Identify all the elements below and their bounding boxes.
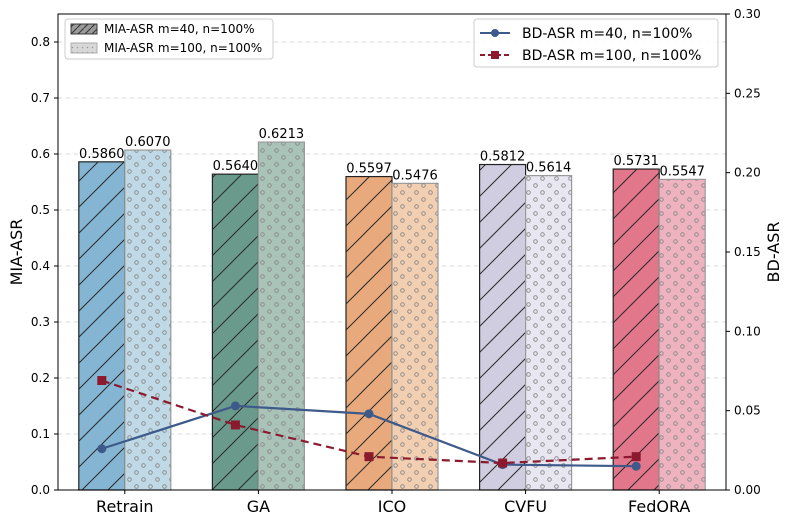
line-point-series-1 xyxy=(631,461,641,471)
y-tick-label: 0.8 xyxy=(31,35,50,49)
legend-label-line-2: BD-ASR m=100, n=100% xyxy=(522,48,701,64)
bar-value-label: 0.5597 xyxy=(346,162,392,177)
bar-series-2-dots xyxy=(258,142,305,490)
line-point-series-2 xyxy=(230,420,240,430)
legend-swatch-bar-2-dots xyxy=(70,42,98,54)
y-axis-left: 0.0 0.1 0.2 0.3 0.4 0.5 0.6 0.7 0.8 xyxy=(31,35,58,497)
legend-label-line-1: BD-ASR m=40, n=100% xyxy=(522,26,692,42)
y2-tick-label: 0.00 xyxy=(734,483,761,497)
line-point-series-1 xyxy=(97,444,107,454)
bar-series-2-dots xyxy=(392,183,438,490)
legend-lines: BD-ASR m=40, n=100% BD-ASR m=100, n=100% xyxy=(473,18,719,68)
y2-tick-label: 0.30 xyxy=(734,7,761,21)
line-point-series-2 xyxy=(631,452,641,462)
bar-value-label: 0.6070 xyxy=(125,135,171,150)
y2-tick-label: 0.20 xyxy=(734,166,761,180)
y-tick-label: 0.6 xyxy=(31,147,50,161)
x-tick-label: ICO xyxy=(378,497,406,516)
legend-bars: MIA-ASR m=40, n=100% MIA-ASR m=100, n=10… xyxy=(64,18,274,60)
y2-tick-label: 0.05 xyxy=(734,404,761,418)
bar-value-label: 0.5614 xyxy=(526,161,572,176)
legend-marker-line-2 xyxy=(491,51,499,59)
y-tick-label: 0.0 xyxy=(31,483,50,497)
x-tick-label: GA xyxy=(247,497,270,516)
y-tick-label: 0.3 xyxy=(31,315,50,329)
legend-marker-line-1 xyxy=(491,29,499,37)
bar-group xyxy=(78,141,706,491)
x-tick-label: CVFU xyxy=(504,497,547,516)
y-tick-label: 0.2 xyxy=(31,371,50,385)
bar-value-label: 0.5812 xyxy=(480,150,526,165)
bar-value-label: 0.5731 xyxy=(613,154,659,169)
line-point-series-1 xyxy=(230,401,240,411)
bar-value-label: 0.5640 xyxy=(213,159,259,174)
bar-value-label: 0.5860 xyxy=(79,147,125,162)
bar-series-1-hatch xyxy=(78,161,125,490)
line-series-group xyxy=(97,376,641,471)
legend-lines-frame xyxy=(473,18,719,68)
legend-swatch-bar-1-hatch xyxy=(70,23,98,35)
bar-value-label: 0.6213 xyxy=(259,127,305,142)
legend-label-bar-2: MIA-ASR m=100, n=100% xyxy=(104,41,262,55)
y2-tick-label: 0.10 xyxy=(734,324,761,338)
y2-tick-label: 0.25 xyxy=(734,86,761,100)
bar-series-1-hatch xyxy=(346,176,392,490)
y-tick-label: 0.4 xyxy=(31,259,50,273)
y-tick-label: 0.1 xyxy=(31,427,50,441)
x-axis: Retrain GA ICO CVFU FedORA xyxy=(96,490,690,516)
line-point-series-2 xyxy=(97,376,107,386)
bar-series-1-hatch xyxy=(613,169,660,490)
y-tick-label: 0.7 xyxy=(31,91,50,105)
y-axis-label: MIA-ASR xyxy=(7,219,26,286)
bar-series-1-hatch xyxy=(479,164,526,490)
legend-bars-frame xyxy=(64,18,274,60)
x-tick-label: FedORA xyxy=(628,497,690,516)
legend-label-bar-1: MIA-ASR m=40, n=100% xyxy=(104,22,255,36)
line-point-series-2 xyxy=(498,458,508,468)
y-axis-right: 0.00 0.05 0.10 0.15 0.20 0.25 0.30 xyxy=(726,7,761,497)
x-tick-label: Retrain xyxy=(96,497,153,516)
y2-tick-label: 0.15 xyxy=(734,245,761,259)
bar-value-label: 0.5547 xyxy=(659,164,705,179)
bar-series-2-dots xyxy=(659,179,706,491)
bar-value-label: 0.5476 xyxy=(392,168,438,183)
line-point-series-1 xyxy=(364,409,374,419)
bar-series-2-dots xyxy=(525,175,572,490)
y2-axis-label: BD-ASR xyxy=(764,222,783,283)
line-point-series-2 xyxy=(364,452,374,462)
y-tick-label: 0.5 xyxy=(31,203,50,217)
bar-series-1-hatch xyxy=(212,174,259,490)
